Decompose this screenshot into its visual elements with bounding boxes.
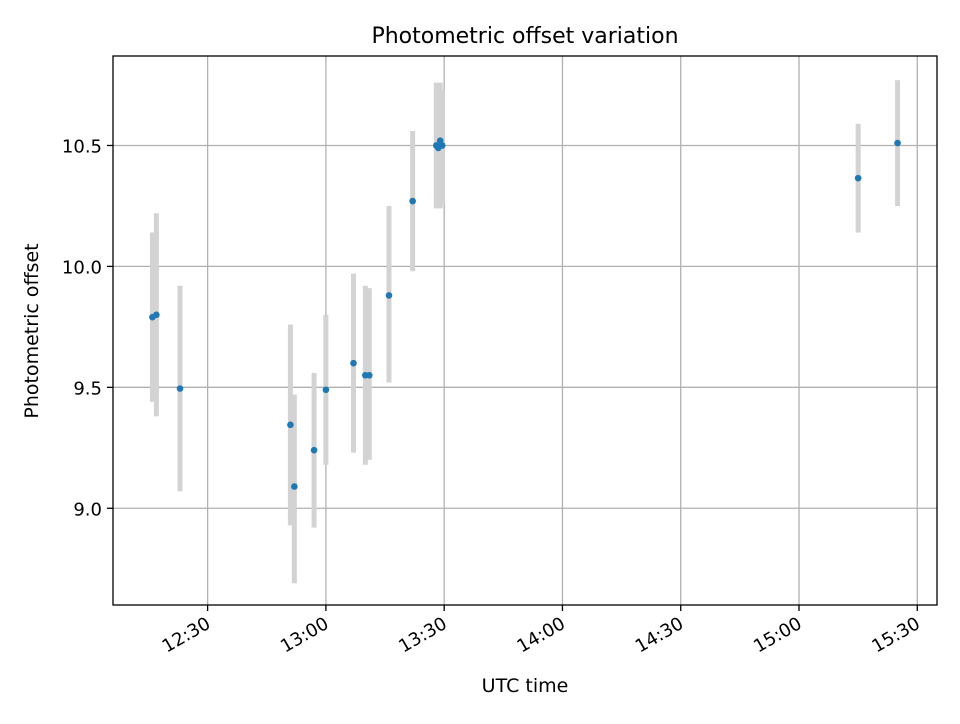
data-point [438, 142, 446, 149]
y-axis: 9.0 9.5 10.0 10.5 [62, 136, 113, 520]
y-axis-label: Photometric offset [21, 243, 43, 418]
data-point [894, 139, 901, 147]
data-point [385, 292, 393, 299]
y-tick-label: 9.5 [73, 378, 102, 399]
data-point [153, 311, 160, 319]
x-axis-label: UTC time [482, 675, 569, 697]
data-point [310, 446, 318, 454]
y-tick-label: 10.0 [62, 257, 102, 278]
plot-area-frame [112, 55, 938, 606]
chart-title: Photometric offset variation [371, 24, 678, 49]
data-point [365, 371, 373, 379]
y-tick-label: 10.5 [62, 136, 102, 157]
data-point [350, 359, 357, 367]
data-point [409, 197, 416, 205]
data-point [291, 483, 298, 490]
y-tick-label: 9.0 [73, 499, 102, 520]
data-points [149, 137, 901, 490]
data-point [854, 174, 862, 182]
data-point [176, 385, 184, 392]
data-point [322, 386, 330, 394]
data-point [287, 421, 294, 429]
